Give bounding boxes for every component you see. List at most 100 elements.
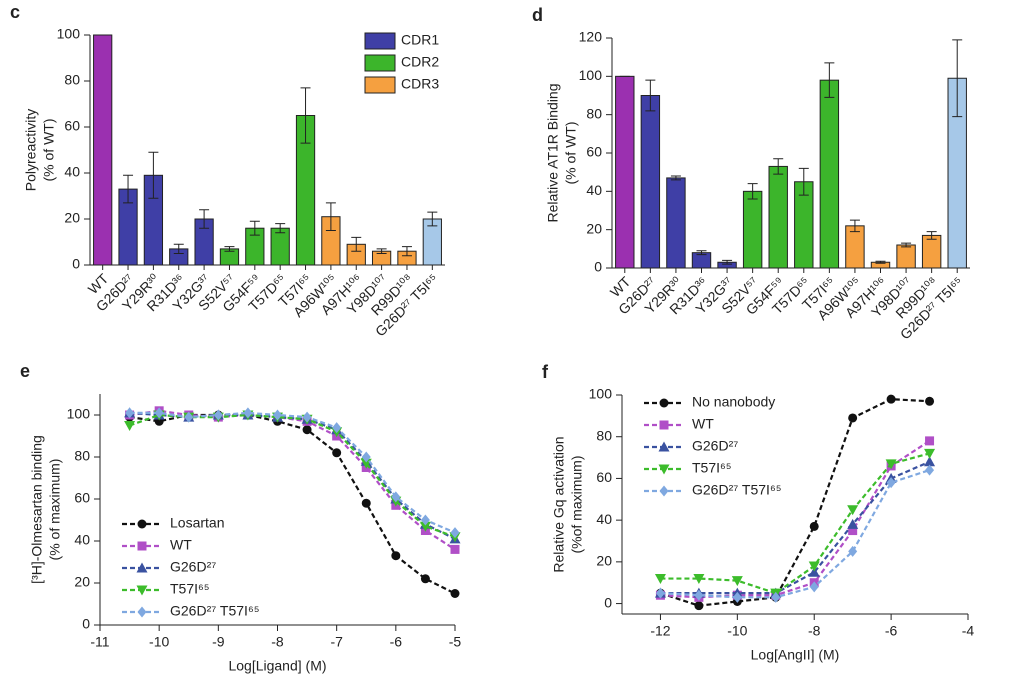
legend-label: G26D²⁷ T57I⁶⁵	[692, 482, 782, 498]
y-tick-label: 0	[82, 616, 90, 632]
x-tick-label: -8	[808, 623, 821, 639]
marker	[154, 407, 164, 419]
y-tick-label: 40	[586, 182, 602, 198]
series-line	[660, 469, 930, 599]
error-bar	[901, 242, 912, 248]
marker	[809, 581, 819, 593]
y-tick-label: 0	[604, 594, 612, 610]
error-bar	[849, 219, 860, 233]
marker	[885, 459, 897, 470]
marker	[136, 562, 148, 573]
y-tick-label: 20	[74, 574, 90, 590]
marker	[732, 591, 742, 603]
marker	[654, 574, 666, 585]
y-tick-label: 120	[579, 29, 603, 45]
marker	[420, 514, 430, 526]
x-axis-label: Log[AngII] (M)	[751, 647, 840, 663]
marker	[391, 491, 401, 503]
y-axis-label: Relative Gq activation	[551, 436, 567, 572]
marker	[659, 398, 669, 408]
y-axis-label: (%of maximum)	[569, 455, 585, 553]
x-tick-label: -9	[212, 634, 225, 650]
marker	[809, 521, 819, 531]
y-tick-label: 0	[594, 259, 602, 275]
y-axis-label: [³H]-Olmesartan binding	[29, 435, 45, 584]
marker	[125, 407, 135, 419]
x-tick-label: -6	[390, 634, 403, 650]
y-axis-label: Relative AT1R Binding	[545, 83, 561, 222]
marker	[925, 396, 935, 406]
y-tick-label: 60	[64, 118, 80, 134]
error-bar	[275, 223, 286, 234]
panel-letter: f	[542, 362, 549, 382]
y-tick-label: 60	[596, 469, 612, 485]
y-tick-label: 60	[74, 490, 90, 506]
marker	[243, 407, 253, 419]
bar	[921, 234, 942, 269]
error-bar	[199, 209, 210, 229]
y-tick-label: 80	[586, 105, 602, 121]
x-tick-label: -6	[885, 623, 898, 639]
legend-label: G26D²⁷	[692, 438, 738, 454]
error-bar	[123, 174, 134, 204]
legend-swatch	[364, 54, 396, 72]
marker	[808, 561, 820, 572]
error-bar	[376, 248, 387, 254]
error-bar	[875, 260, 886, 264]
error-bar	[249, 220, 260, 236]
bar	[615, 75, 635, 269]
marker	[213, 409, 223, 421]
marker	[419, 521, 431, 532]
marker	[924, 456, 936, 467]
y-tick-label: 40	[74, 532, 90, 548]
marker	[391, 551, 401, 561]
marker	[848, 526, 858, 536]
series-line	[660, 439, 931, 599]
bar	[640, 95, 661, 269]
y-tick-label: 20	[586, 220, 602, 236]
marker	[886, 477, 896, 489]
marker	[693, 574, 705, 585]
marker	[361, 451, 371, 463]
marker	[847, 505, 859, 516]
y-tick-label: 20	[64, 210, 80, 226]
legend-label: CDR2	[401, 54, 439, 70]
marker	[848, 545, 858, 557]
marker	[137, 606, 147, 618]
bar	[93, 34, 113, 266]
legend-label: WT	[692, 416, 714, 432]
bar	[768, 165, 788, 269]
legend-label: G26D²⁷	[170, 559, 216, 575]
error-bar	[926, 231, 937, 240]
series-line	[129, 411, 456, 534]
marker	[658, 441, 670, 452]
marker	[694, 601, 704, 611]
error-bar	[427, 211, 438, 227]
y-axis-label: Polyreactivity	[23, 109, 39, 191]
legend-label: G26D²⁷ T57I⁶⁵	[170, 603, 260, 619]
marker	[925, 464, 935, 476]
series-line	[129, 413, 456, 538]
y-axis-label: (% of maximum)	[47, 459, 63, 561]
error-bar	[952, 39, 963, 118]
panel-letter: c	[10, 2, 20, 22]
legend-label: CDR1	[401, 32, 439, 48]
y-tick-label: 80	[64, 72, 80, 88]
error-bar	[148, 151, 159, 199]
error-bar	[645, 79, 656, 112]
panel-letter: e	[20, 361, 30, 381]
bar	[666, 177, 686, 269]
marker	[659, 485, 669, 497]
marker	[302, 411, 312, 423]
marker	[731, 576, 743, 587]
x-tick-label: -11	[90, 634, 109, 650]
y-tick-label: 80	[74, 448, 90, 464]
panel-e: e 0 20 40 60 80 100 [³H]-Olmesartan binding (% o…	[20, 361, 461, 674]
x-tick-label: -10	[149, 634, 169, 650]
legend-label: WT	[170, 537, 192, 553]
marker	[847, 518, 859, 529]
marker	[137, 519, 147, 529]
error-bar	[224, 246, 235, 252]
marker	[659, 420, 669, 430]
